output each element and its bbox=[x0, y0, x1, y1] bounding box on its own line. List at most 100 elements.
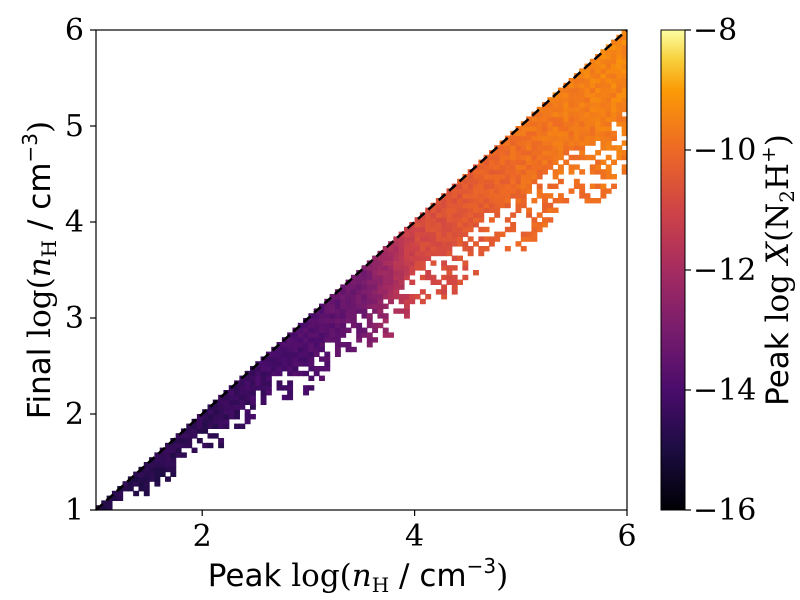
heatmap-cell bbox=[122, 481, 129, 487]
heatmap-cell bbox=[589, 102, 596, 108]
heatmap-cell bbox=[419, 231, 426, 237]
heatmap-cell bbox=[334, 322, 341, 329]
heatmap-cell bbox=[488, 241, 495, 247]
heatmap-cell bbox=[616, 92, 623, 98]
heatmap-cell bbox=[319, 332, 325, 338]
heatmap-cell bbox=[356, 303, 363, 309]
heatmap-cell bbox=[207, 423, 214, 429]
heatmap-cell bbox=[350, 294, 357, 300]
heatmap-cell bbox=[621, 68, 627, 74]
heatmap-cell bbox=[504, 164, 511, 170]
heatmap-cell bbox=[457, 241, 463, 247]
heatmap-cell bbox=[595, 82, 602, 89]
heatmap-cell bbox=[568, 140, 575, 146]
heatmap-cell bbox=[547, 159, 554, 165]
heatmap-cell bbox=[483, 202, 490, 209]
heatmap-cell bbox=[573, 87, 580, 93]
heatmap-cell bbox=[510, 140, 517, 146]
heatmap-cell bbox=[419, 255, 426, 261]
heatmap-cell bbox=[536, 164, 543, 170]
heatmap-cell bbox=[563, 111, 570, 117]
heatmap-cell bbox=[191, 423, 198, 429]
heatmap-cell bbox=[372, 289, 379, 295]
heatmap-cell bbox=[287, 346, 294, 353]
heatmap-cell bbox=[579, 102, 586, 108]
heatmap-cell bbox=[419, 265, 426, 271]
heatmap-cell bbox=[313, 342, 320, 348]
heatmap-cell bbox=[605, 106, 612, 113]
heatmap-cell bbox=[186, 438, 193, 444]
heatmap-cell bbox=[303, 356, 309, 362]
heatmap-cell bbox=[372, 265, 379, 271]
heatmap-cell bbox=[563, 130, 570, 137]
heatmap-cell bbox=[292, 346, 299, 353]
heatmap-cell bbox=[260, 370, 267, 377]
heatmap-cell bbox=[334, 318, 341, 324]
heatmap-cell bbox=[409, 231, 416, 237]
heatmap-cell bbox=[478, 174, 485, 180]
heatmap-cell bbox=[589, 111, 596, 117]
heatmap-cell bbox=[340, 284, 347, 290]
heatmap-cell bbox=[319, 308, 325, 314]
heatmap-cell bbox=[515, 198, 522, 204]
heatmap-cell bbox=[403, 260, 410, 266]
heatmap-cell bbox=[547, 116, 554, 122]
heatmap-cell bbox=[515, 183, 522, 189]
heatmap-cell bbox=[239, 404, 246, 410]
heatmap-cell bbox=[600, 174, 607, 180]
heatmap-cell bbox=[462, 183, 469, 189]
heatmap-cell bbox=[340, 303, 347, 309]
heatmap-cell bbox=[382, 289, 389, 295]
heatmap-cell bbox=[510, 135, 517, 141]
heatmap-cell bbox=[536, 116, 543, 122]
heatmap-cell bbox=[319, 366, 325, 372]
heatmap-cell bbox=[345, 303, 352, 309]
heatmap-cell bbox=[271, 356, 278, 362]
heatmap-cell bbox=[462, 265, 469, 271]
heatmap-cell bbox=[568, 154, 575, 161]
heatmap-cell bbox=[366, 337, 373, 343]
heatmap-cell bbox=[473, 188, 479, 194]
heatmap-cell bbox=[616, 63, 623, 69]
heatmap-cell bbox=[425, 212, 432, 218]
heatmap-cell bbox=[627, 59, 633, 64]
heatmap-cell bbox=[547, 102, 554, 108]
heatmap-cell bbox=[308, 318, 315, 324]
heatmap-cell bbox=[589, 63, 596, 69]
heatmap-cell bbox=[531, 198, 538, 204]
heatmap-cell bbox=[494, 150, 501, 156]
heatmap-cell bbox=[350, 346, 357, 353]
heatmap-cell bbox=[234, 394, 240, 401]
heatmap-cell bbox=[260, 394, 267, 401]
heatmap-cell bbox=[605, 54, 612, 60]
heatmap-cell bbox=[494, 198, 501, 204]
heatmap-cell bbox=[234, 390, 240, 396]
heatmap-cell bbox=[536, 226, 543, 233]
heatmap-cell bbox=[313, 322, 320, 329]
heatmap-cell bbox=[414, 241, 421, 247]
heatmap-cell bbox=[409, 294, 416, 300]
heatmap-cell bbox=[526, 145, 533, 151]
heatmap-cell bbox=[451, 265, 458, 271]
heatmap-cell bbox=[377, 294, 384, 300]
heatmap-cell bbox=[329, 332, 336, 338]
heatmap-cell bbox=[515, 126, 522, 132]
heatmap-cell bbox=[260, 390, 267, 396]
heatmap-cell bbox=[186, 423, 193, 429]
heatmap-cell bbox=[244, 385, 251, 391]
heatmap-cell bbox=[595, 159, 602, 165]
heatmap-cell bbox=[488, 188, 495, 194]
heatmap-cell bbox=[249, 414, 256, 420]
heatmap-cell bbox=[515, 241, 522, 247]
heatmap-cell bbox=[552, 150, 559, 156]
heatmap-cell bbox=[425, 250, 432, 257]
heatmap-cell bbox=[260, 366, 267, 372]
heatmap-cell bbox=[228, 404, 235, 410]
heatmap-cell bbox=[473, 193, 479, 199]
heatmap-cell bbox=[350, 322, 357, 329]
heatmap-cell bbox=[526, 126, 533, 132]
heatmap-cell bbox=[244, 399, 251, 405]
heatmap-cell bbox=[292, 366, 299, 372]
heatmap-cell bbox=[605, 92, 612, 98]
